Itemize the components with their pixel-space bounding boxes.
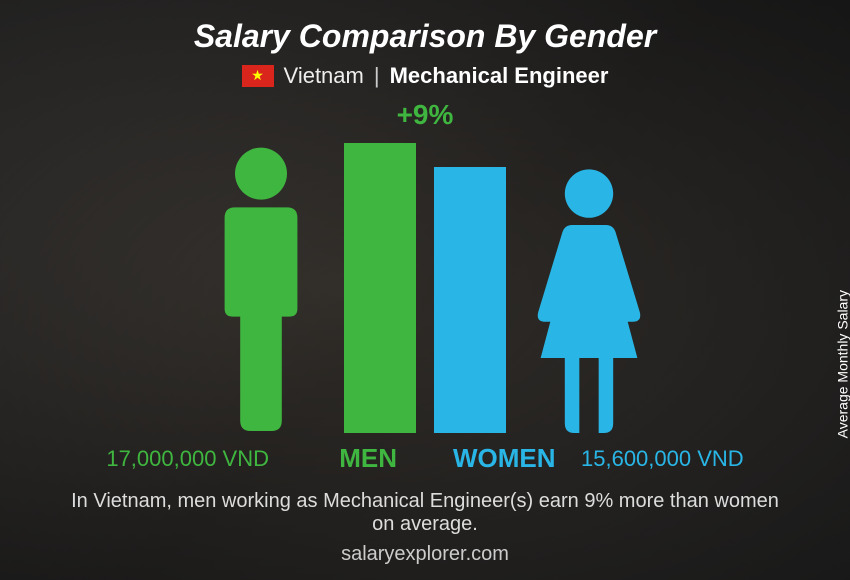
women-value: 15,600,000 VND bbox=[581, 446, 771, 472]
woman-icon bbox=[524, 167, 654, 433]
men-icon-column bbox=[196, 133, 326, 433]
percentage-diff-label: +9% bbox=[397, 99, 454, 131]
page-title: Salary Comparison By Gender bbox=[194, 18, 656, 55]
vietnam-flag-icon bbox=[242, 65, 274, 87]
chart-area bbox=[30, 133, 820, 433]
women-bar bbox=[434, 167, 506, 433]
separator: | bbox=[374, 63, 380, 89]
men-bar bbox=[344, 143, 416, 433]
labels-row: 17,000,000 VND MEN WOMEN 15,600,000 VND bbox=[30, 443, 820, 474]
men-value: 17,000,000 VND bbox=[79, 446, 269, 472]
country-label: Vietnam bbox=[284, 63, 364, 89]
caption-text: In Vietnam, men working as Mechanical En… bbox=[65, 490, 785, 536]
women-icon-column bbox=[524, 133, 654, 433]
infographic-container: Salary Comparison By Gender Vietnam | Me… bbox=[0, 0, 850, 580]
role-label: Mechanical Engineer bbox=[390, 63, 609, 89]
men-bar-column bbox=[344, 133, 416, 433]
men-label: MEN bbox=[287, 443, 397, 474]
man-icon bbox=[196, 143, 326, 433]
women-bar-column bbox=[434, 133, 506, 433]
subtitle-row: Vietnam | Mechanical Engineer bbox=[242, 63, 609, 89]
women-label: WOMEN bbox=[453, 443, 563, 474]
